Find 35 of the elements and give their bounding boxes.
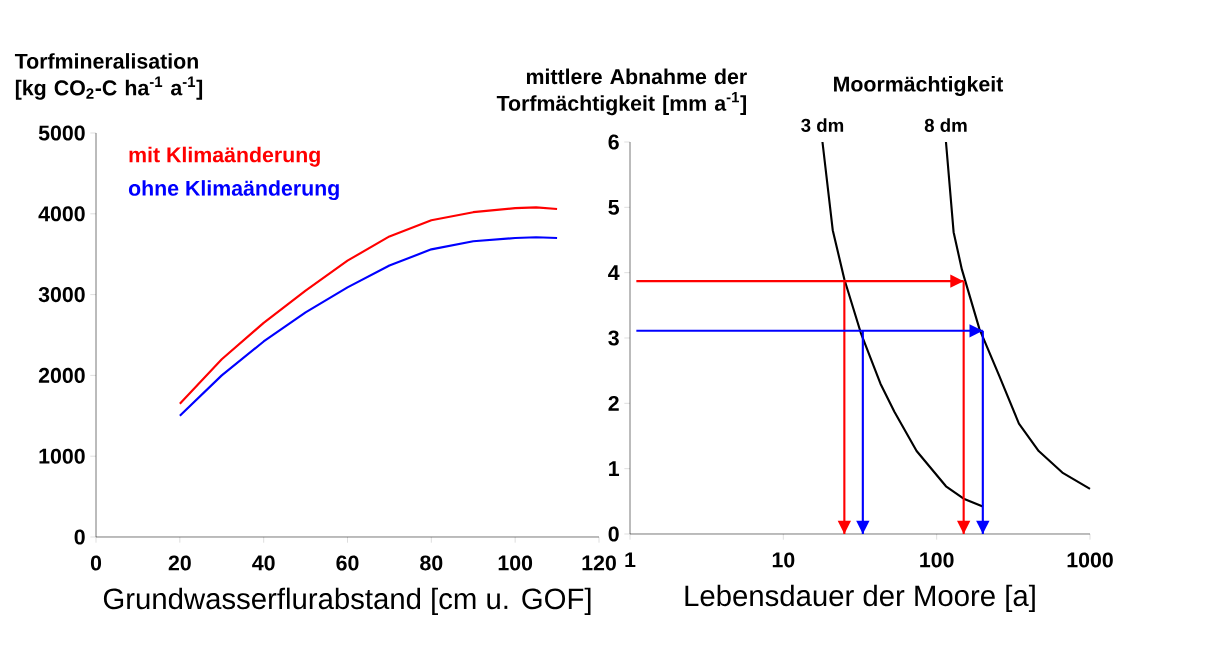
series-label: 3 dm <box>801 118 844 132</box>
y-tick-label: 0 <box>608 526 619 542</box>
x-tick-label: 20 <box>168 555 191 571</box>
y-tick-label: 2000 <box>38 367 85 383</box>
x-tick-label: 120 <box>582 555 616 571</box>
y-tick-label: 1 <box>609 461 620 476</box>
x-tick-label: 100 <box>920 552 954 568</box>
x-tick-label: 100 <box>498 555 533 571</box>
series-label: 8 dm <box>924 118 967 132</box>
y-tick-label: 6 <box>608 134 619 150</box>
x-tick-label: 80 <box>420 555 443 571</box>
legend-title: Moormächtigkeit <box>834 75 1004 96</box>
x-tick-label: 40 <box>252 555 275 571</box>
x-tick-label: 1000 <box>1067 552 1113 568</box>
y-tick-label: 3 <box>608 330 619 346</box>
y-tick-label: 5 <box>608 199 620 215</box>
x-axis-title: Lebensdauer der Moore [a] <box>685 584 1035 612</box>
text: ohne Klimaänderung <box>128 180 339 201</box>
x-tick-label: 60 <box>336 555 359 571</box>
y-tick-label: 2 <box>608 395 619 411</box>
line-series <box>178 236 559 417</box>
y-tick-label: 4000 <box>38 206 85 222</box>
text: mit Klimaänderung <box>129 146 320 167</box>
y-tick-label: 1000 <box>39 448 85 464</box>
x-axis-title: Grundwasserflurabstand [cm u. GOF] <box>103 587 591 615</box>
y-tick-label: 5000 <box>38 125 85 141</box>
x-tick-label: 1 <box>625 552 636 568</box>
y-tick-label: 4 <box>608 265 620 280</box>
x-tick-label: 0 <box>90 555 102 571</box>
y-axis-title: mittlere Abnahme der Torfmächtigkeit [mm a$^{-1}$] <box>496 68 747 116</box>
line-series <box>178 206 559 405</box>
y-tick-label: 3000 <box>38 287 85 303</box>
x-tick-label: 10 <box>772 552 795 568</box>
y-axis-title: Torfmineralisation [kg CO$_{2}$-C ha$^{-1}$ a$^{-1}$] <box>14 53 203 100</box>
y-tick-label: 0 <box>74 529 85 545</box>
